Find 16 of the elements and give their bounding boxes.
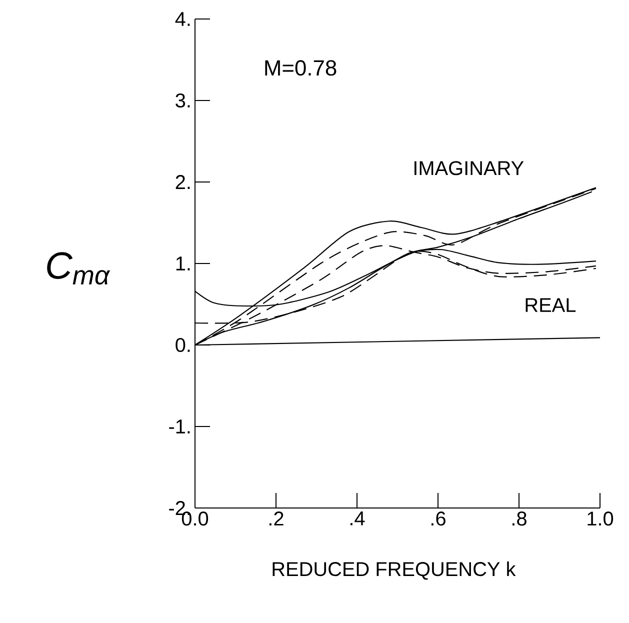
y-axis-title: C$_{mα}$ (47, 252, 110, 285)
y-tick-label: 1. (176, 256, 190, 270)
x-tick-label: .4 (350, 512, 365, 526)
annotation: REAL (526, 298, 576, 312)
y-tick-label: 2. (176, 175, 190, 189)
x-axis-title: REDUCED FREQUENCY k (272, 562, 516, 580)
y-tick-label: -1. (169, 420, 190, 434)
annotation: IMAGINARY (414, 161, 524, 176)
annotation: M=0.78 (265, 60, 336, 76)
x-tick-label: .6 (432, 512, 446, 526)
y-tick-label: 0. (176, 338, 190, 352)
x-tick-label: .8 (512, 512, 526, 526)
x-tick-label: 1.0 (588, 512, 614, 526)
x-tick-label: .2 (270, 512, 284, 526)
y-tick-label: 4. (175, 12, 190, 26)
y-tick-label: 3. (176, 93, 190, 108)
